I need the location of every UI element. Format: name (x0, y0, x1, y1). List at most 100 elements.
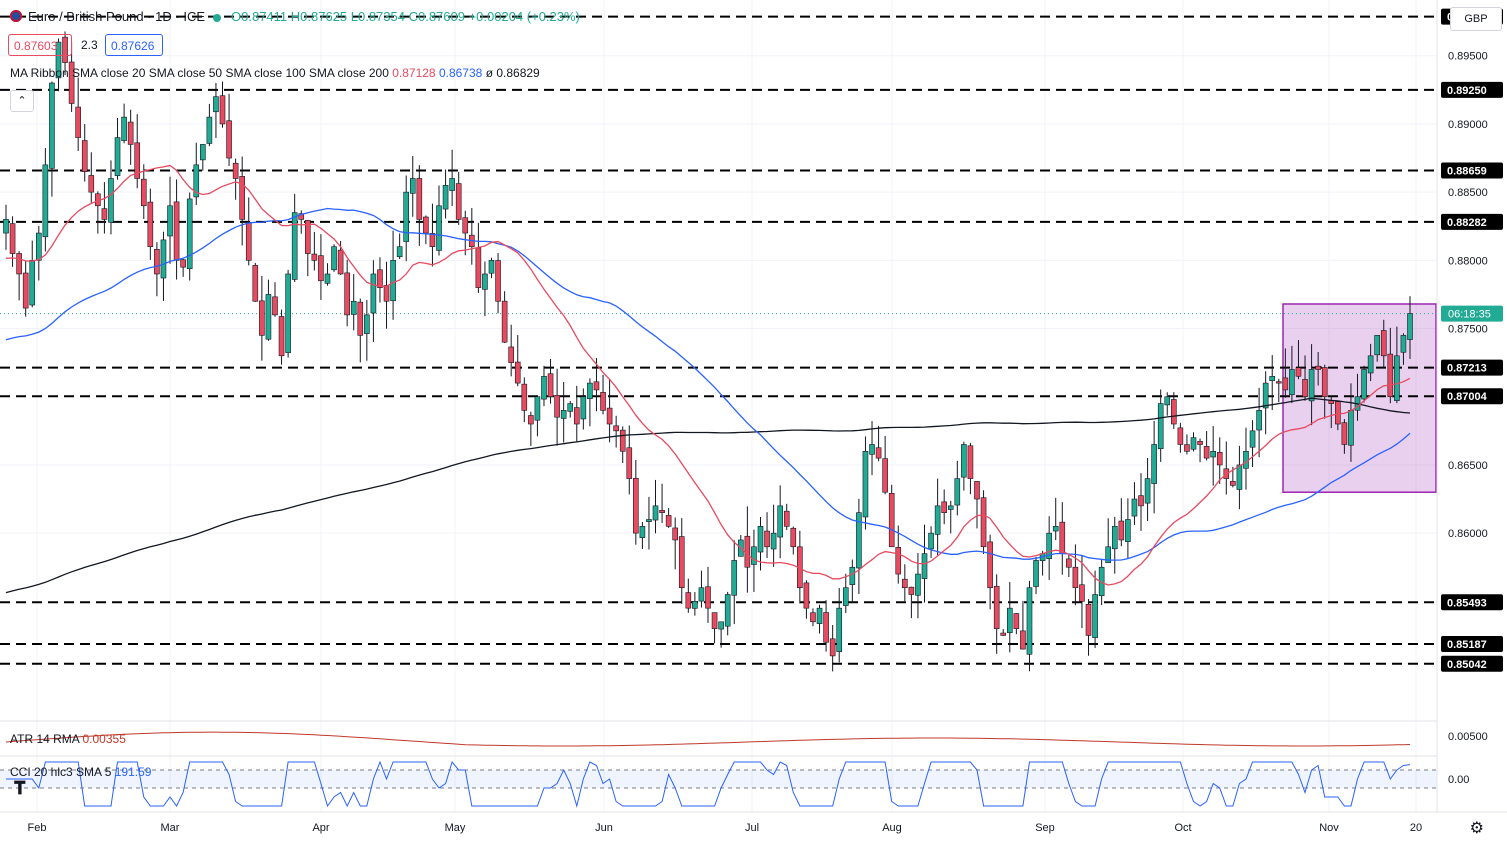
candle (908, 586, 915, 619)
candle-body (22, 272, 29, 309)
candle (331, 244, 337, 272)
candle (744, 506, 751, 593)
candle (88, 152, 95, 203)
candle (1125, 498, 1131, 559)
candle (547, 358, 554, 404)
candle-body (1295, 367, 1302, 377)
candle (206, 103, 213, 147)
candle-body (783, 510, 790, 527)
candle (1151, 420, 1157, 514)
candle-body (560, 410, 567, 419)
candle-body (1394, 355, 1400, 401)
level-price-tag (1441, 213, 1503, 230)
candle-body (101, 208, 108, 220)
candle (173, 179, 180, 280)
candle (1026, 580, 1033, 672)
candle (127, 109, 134, 165)
candle (777, 485, 783, 559)
candle (3, 204, 9, 250)
candle (442, 169, 449, 219)
candle-body (259, 300, 265, 336)
candle (449, 149, 455, 206)
candle-body (324, 273, 331, 284)
candle-body (88, 175, 95, 193)
candle (665, 508, 672, 528)
candle-body (1138, 495, 1144, 507)
currency-selector[interactable]: GBP (1450, 7, 1502, 31)
price-tick-label: 0.88000 (1448, 255, 1488, 267)
candle (1289, 345, 1295, 404)
candle-body (1203, 446, 1210, 459)
candle-body (600, 392, 606, 411)
candle (1394, 326, 1400, 404)
candle (1400, 333, 1407, 365)
candle (803, 580, 810, 619)
candle (488, 257, 495, 279)
candle (272, 282, 278, 317)
candle-body (455, 183, 462, 220)
candle (200, 144, 206, 171)
candle-body (1118, 520, 1125, 541)
candle (1171, 392, 1177, 430)
candle (842, 573, 849, 614)
ask-button[interactable]: 0.87626 (105, 34, 163, 56)
candle-body (1236, 464, 1243, 490)
ma-ribbon-legend[interactable]: MA Ribbon SMA close 20 SMA close 50 SMA … (10, 66, 540, 80)
candle (731, 540, 738, 625)
atr-legend[interactable]: ATR 14 RMA 0.00355 (10, 732, 126, 746)
sma50-value: 0.86738 (438, 66, 483, 80)
candle-body (1256, 410, 1262, 431)
candle-body (639, 526, 646, 538)
candle-body (318, 255, 324, 282)
candle-body (757, 526, 764, 553)
candle-body (1184, 444, 1190, 452)
candle (318, 234, 324, 300)
candle (508, 324, 514, 377)
candle (705, 566, 711, 623)
candle-body (829, 638, 836, 657)
candle (114, 117, 121, 180)
candle (600, 374, 606, 415)
bid-button[interactable]: 0.87603 (8, 34, 72, 56)
candle-body (429, 233, 436, 247)
candle-body (1013, 613, 1020, 629)
candle-body (1190, 437, 1197, 450)
candle (265, 279, 272, 341)
candle (1079, 555, 1085, 629)
candle-body (364, 314, 370, 334)
candle-body (1079, 584, 1085, 602)
candle (1308, 344, 1315, 426)
cci-line (6, 760, 1411, 808)
candle-body (1315, 365, 1321, 370)
candle (357, 298, 364, 363)
candle (764, 512, 770, 558)
candle (974, 481, 980, 529)
settings-gear-icon[interactable]: ⚙ (1469, 820, 1484, 837)
candle-body (55, 41, 62, 79)
candle-body (265, 294, 272, 340)
candle (501, 291, 508, 344)
candle (1256, 387, 1262, 458)
collapse-legend-button[interactable]: ⌃ (10, 90, 34, 112)
candle (1335, 401, 1341, 431)
candle (1262, 371, 1269, 435)
candle-body (836, 607, 843, 652)
candle (364, 299, 370, 361)
candle (724, 591, 731, 636)
candle (1197, 438, 1203, 463)
candle-body (180, 259, 186, 268)
candle (1131, 482, 1138, 525)
candle (29, 240, 36, 308)
symbol-title[interactable]: Euro / British Pound · 1D · ICE (28, 9, 206, 24)
candle (396, 233, 403, 260)
cci-legend[interactable]: CCI 20 hlc3 SMA 5 191.59 (10, 765, 151, 779)
candle (528, 411, 534, 446)
candle-body (954, 478, 961, 506)
candle (521, 377, 528, 423)
candle (1020, 600, 1026, 650)
candle (639, 522, 646, 549)
candle (390, 230, 396, 320)
level-price-label: 0.87213 (1447, 363, 1487, 375)
candle (75, 77, 81, 151)
